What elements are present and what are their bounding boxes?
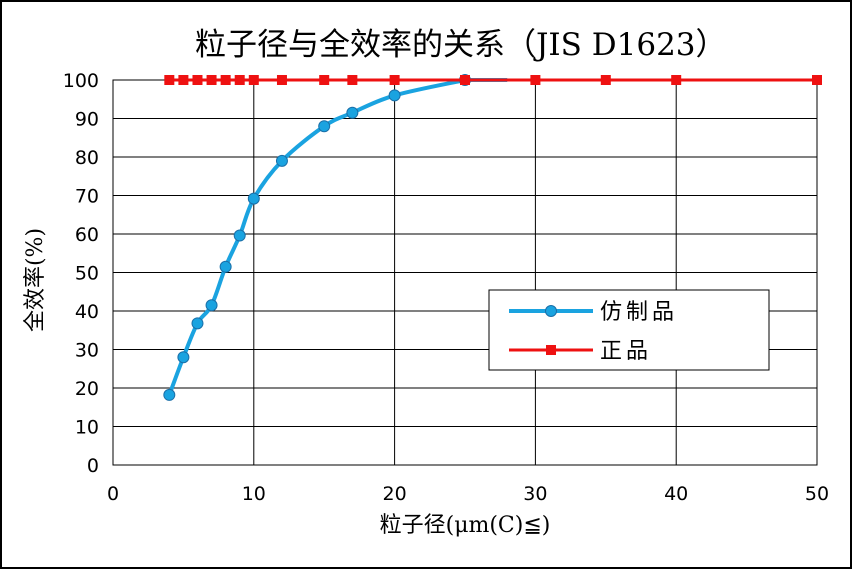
data-point bbox=[247, 192, 260, 205]
grid-lines bbox=[112, 79, 818, 466]
data-point bbox=[234, 75, 245, 85]
data-point bbox=[388, 89, 401, 102]
series-line bbox=[167, 78, 508, 396]
x-tick-labels: 0 10 20 30 40 50 bbox=[107, 483, 829, 505]
data-point bbox=[347, 75, 358, 85]
data-point bbox=[192, 75, 203, 85]
data-point bbox=[600, 75, 611, 85]
chart-title: 粒子径与全效率的关系（JIS D1623） bbox=[195, 27, 727, 63]
data-point bbox=[530, 75, 541, 85]
series-1 bbox=[163, 74, 508, 401]
data-point bbox=[178, 75, 189, 85]
data-point bbox=[219, 260, 232, 273]
data-point bbox=[220, 75, 231, 85]
legend-marker bbox=[546, 345, 556, 355]
series-layer bbox=[163, 74, 822, 401]
data-point bbox=[671, 75, 682, 85]
legend-label: 仿制品 bbox=[600, 300, 678, 325]
data-point bbox=[389, 75, 400, 85]
data-point bbox=[318, 120, 331, 133]
y-tick-label: 30 bbox=[75, 340, 99, 362]
y-tick-label: 80 bbox=[75, 147, 99, 169]
y-tick-label: 60 bbox=[75, 224, 99, 246]
y-tick-label: 40 bbox=[75, 301, 99, 323]
data-point bbox=[163, 388, 176, 401]
data-point bbox=[276, 75, 287, 85]
y-tick-label: 10 bbox=[75, 417, 99, 439]
data-point bbox=[206, 75, 217, 85]
series-2 bbox=[164, 75, 822, 85]
y-tick-label: 50 bbox=[75, 263, 99, 285]
x-tick-label: 0 bbox=[107, 483, 119, 505]
data-point bbox=[248, 75, 259, 85]
legend-item: 仿制品 bbox=[509, 300, 678, 325]
y-tick-label: 90 bbox=[75, 109, 99, 131]
data-point bbox=[346, 106, 359, 119]
legend-item: 正品 bbox=[509, 339, 652, 364]
data-point bbox=[177, 351, 190, 364]
y-axis-label: 全效率(%) bbox=[23, 228, 48, 332]
data-point bbox=[460, 75, 470, 85]
x-tick-label: 20 bbox=[383, 483, 407, 505]
y-tick-label: 0 bbox=[87, 455, 99, 477]
y-tick-labels: 0 10 20 30 40 50 60 70 80 90 100 bbox=[63, 70, 99, 477]
legend-label: 正品 bbox=[600, 339, 652, 364]
y-tick-label: 70 bbox=[75, 186, 99, 208]
y-tick-label: 100 bbox=[63, 70, 99, 92]
x-tick-label: 50 bbox=[805, 483, 829, 505]
data-point bbox=[233, 229, 246, 242]
data-point bbox=[205, 299, 218, 312]
data-point bbox=[812, 75, 822, 85]
x-tick-label: 30 bbox=[523, 483, 547, 505]
legend-box bbox=[488, 289, 770, 371]
y-tick-label: 20 bbox=[75, 378, 99, 400]
x-tick-label: 10 bbox=[242, 483, 266, 505]
legend-marker bbox=[545, 305, 557, 317]
x-axis-label: 粒子径(μm(C)≦) bbox=[380, 513, 551, 538]
x-tick-label: 40 bbox=[664, 483, 688, 505]
data-point bbox=[319, 75, 330, 85]
data-point bbox=[164, 75, 175, 85]
data-point bbox=[191, 317, 204, 330]
data-point bbox=[275, 154, 288, 167]
